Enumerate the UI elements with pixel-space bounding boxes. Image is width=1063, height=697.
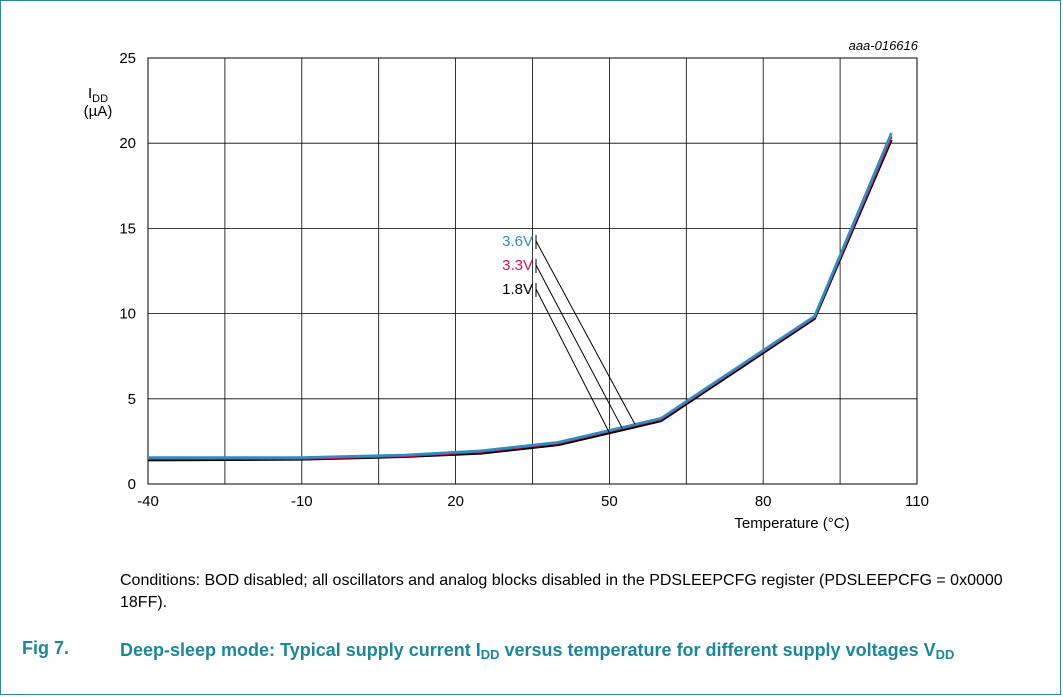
x-tick-label: 80 xyxy=(755,493,772,510)
y-axis-unit: (µA) xyxy=(84,103,113,120)
series-line-3.6V xyxy=(148,132,893,459)
leader-line xyxy=(535,240,636,425)
series-line-1.8V xyxy=(147,139,893,462)
x-axis-label: Temperature (°C) xyxy=(734,515,849,532)
y-axis-label: IDD xyxy=(88,85,108,105)
series-labels: 3.6V 3.3V 1.8V xyxy=(502,233,533,298)
conditions-note: Conditions: BOD disabled; all oscillator… xyxy=(120,572,1003,611)
y-tick-label: 10 xyxy=(119,306,136,323)
x-tick-label: 20 xyxy=(447,493,464,510)
x-tick-label: 50 xyxy=(601,493,618,510)
series-label-3.6V: 3.6V xyxy=(502,233,533,250)
y-tick-label: 0 xyxy=(128,476,136,493)
x-tick-label: 110 xyxy=(905,493,929,510)
x-tick-labels: -40 -10 20 50 80 110 xyxy=(137,493,929,510)
chart-grid xyxy=(147,57,918,485)
figure-title: Deep-sleep mode: Typical supply current … xyxy=(120,640,955,663)
leader-line xyxy=(535,264,623,429)
y-tick-label: 25 xyxy=(119,50,136,67)
series-label-3.3V: 3.3V xyxy=(502,257,533,274)
x-tick-label: -10 xyxy=(291,493,313,510)
figure-number: Fig 7. xyxy=(22,638,70,658)
leader-line xyxy=(535,288,610,434)
y-tick-label: 5 xyxy=(128,391,136,408)
y-tick-labels: 0 5 10 15 20 25 xyxy=(119,50,136,493)
series-label-1.8V: 1.8V xyxy=(502,281,533,298)
figure-tag: aaa-016616 xyxy=(849,38,919,53)
y-tick-label: 20 xyxy=(119,135,136,152)
series-lines xyxy=(147,132,893,462)
y-tick-label: 15 xyxy=(119,220,136,237)
series-leader-lines xyxy=(535,235,636,434)
x-tick-label: -40 xyxy=(137,493,159,510)
